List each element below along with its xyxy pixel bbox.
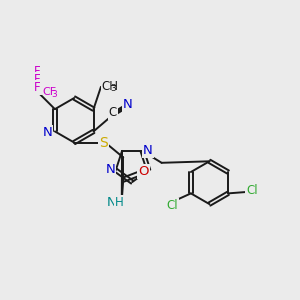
Text: F: F	[34, 73, 41, 86]
Text: S: S	[100, 136, 108, 150]
Text: N: N	[107, 196, 117, 208]
Text: CH: CH	[101, 80, 118, 93]
Text: F: F	[34, 65, 41, 79]
Text: F: F	[34, 81, 41, 94]
Text: Cl: Cl	[167, 199, 178, 212]
Text: N: N	[42, 126, 52, 139]
Text: O: O	[138, 165, 149, 178]
Text: C: C	[109, 106, 117, 118]
Text: CF: CF	[42, 87, 56, 97]
Text: N: N	[143, 143, 152, 157]
Text: N: N	[106, 163, 115, 176]
Text: 3: 3	[51, 90, 57, 99]
Text: 3: 3	[110, 84, 116, 93]
Text: Cl: Cl	[246, 184, 258, 197]
Text: H: H	[115, 196, 124, 208]
Text: N: N	[123, 98, 133, 111]
